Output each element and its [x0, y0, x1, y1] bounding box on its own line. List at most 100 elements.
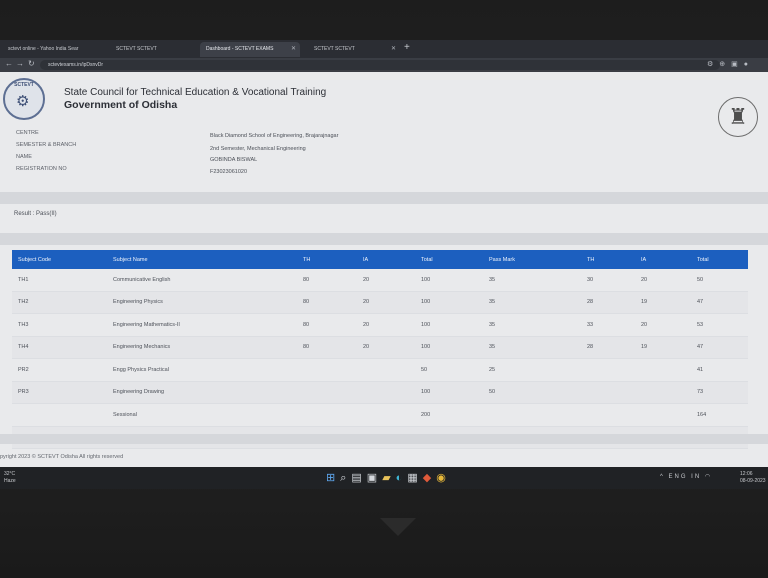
table-cell: 25: [483, 358, 581, 382]
wifi-icon[interactable]: ◠: [704, 474, 713, 480]
system-tray[interactable]: ^ ENG IN ◠: [660, 473, 712, 480]
browser-tab-3[interactable]: Dashboard - SCTEVT EXAMS ✕: [200, 42, 300, 57]
table-cell: TH2: [12, 291, 107, 314]
column-header: Pass Mark: [483, 250, 581, 269]
file-explorer-icon[interactable]: ▰: [382, 472, 396, 484]
table-row: TH4 Engineering Mechanics 80 20 100 35 2…: [12, 336, 748, 359]
column-header: TH: [297, 250, 357, 269]
centre-label: CENTRE: [16, 130, 39, 136]
forward-icon[interactable]: →: [16, 59, 24, 68]
table-cell: 53: [691, 313, 748, 337]
name-label: NAME: [16, 154, 32, 160]
table-cell: 20: [357, 313, 415, 337]
table-cell: 50: [415, 358, 483, 382]
address-bar: ← → ↻ sctevtexams.in/ipDsnvDr ⚙⊕▣●: [0, 58, 768, 72]
semester-value: 2nd Semester, Mechanical Engineering: [210, 146, 306, 152]
table-cell: 47: [691, 336, 748, 359]
browser-tab-2[interactable]: SCTEVT SCTEVT: [110, 42, 192, 57]
tab-label: Dashboard - SCTEVT EXAMS: [206, 46, 274, 52]
divider: [0, 233, 768, 245]
table-cell: 35: [483, 291, 581, 314]
weather-desc: Haze: [4, 478, 16, 484]
new-tab-button[interactable]: +: [404, 42, 410, 53]
table-cell: TH3: [12, 313, 107, 337]
browser-tab-strip: sctevt online - Yahoo India Sear SCTEVT …: [0, 40, 768, 58]
page-subtitle: Government of Odisha: [64, 99, 178, 111]
table-cell: [357, 358, 415, 382]
table-row: TH2 Engineering Physics 80 20 100 35 28 …: [12, 291, 748, 314]
language-indicator[interactable]: ENG IN: [668, 474, 702, 480]
clock-date: 08-09-2023: [740, 478, 766, 484]
table-row: TH3 Engineering Mathematics-II 80 20 100…: [12, 313, 748, 337]
edge-icon[interactable]: ◐: [395, 472, 408, 484]
task-view-icon[interactable]: ▤: [351, 472, 367, 484]
close-icon[interactable]: ✕: [390, 46, 396, 52]
table-cell: 100: [415, 336, 483, 359]
table-cell: 164: [691, 403, 748, 427]
sctevt-logo: SCTEVT ⚙: [3, 78, 45, 120]
table-cell: [635, 381, 691, 404]
table-cell: 33: [581, 313, 635, 337]
clock-time: 12:06: [740, 471, 753, 477]
url-input[interactable]: sctevtexams.in/ipDsnvDr: [40, 60, 720, 70]
table-cell: 100: [415, 269, 483, 292]
emblem-icon: ⚙: [16, 93, 30, 110]
table-row: PR2 Engg Physics Practical 50 25 41: [12, 358, 748, 382]
table-cell: 73: [691, 381, 748, 404]
odisha-emblem: ♜: [718, 97, 758, 137]
table-cell: 35: [483, 313, 581, 337]
toolbar-icons[interactable]: ⚙⊕▣●: [707, 61, 754, 68]
office-icon[interactable]: ◆: [422, 472, 437, 484]
browser-tab-1[interactable]: sctevt online - Yahoo India Sear: [2, 42, 100, 57]
browser-tab-4[interactable]: SCTEVT SCTEVT ✕: [308, 42, 400, 57]
logo-text: SCTEVT: [14, 82, 34, 88]
table-cell: 80: [297, 336, 357, 359]
table-cell: [297, 358, 357, 382]
table-cell: [357, 403, 415, 427]
chrome-icon[interactable]: ◉: [436, 472, 451, 484]
registration-label: REGISTRATION NO: [16, 166, 67, 172]
chevron-up-icon[interactable]: ^: [660, 474, 665, 480]
table-cell: Communicative English: [107, 269, 297, 292]
back-icon[interactable]: ←: [5, 59, 13, 68]
result-status: Result : Pass(II): [14, 211, 57, 217]
table-cell: 20: [635, 313, 691, 337]
table-cell: 50: [483, 381, 581, 404]
table-cell: 41: [691, 358, 748, 382]
page-title: State Council for Technical Education & …: [64, 87, 327, 98]
lion-emblem-icon: ♜: [728, 104, 748, 129]
table-cell: [635, 403, 691, 427]
windows-taskbar: 32°C Haze ⊞⌕▤▣▰◐▦◆◉ ^ ENG IN ◠ 12:06 08-…: [0, 467, 768, 489]
column-header: TH: [581, 250, 635, 269]
table-cell: [581, 403, 635, 427]
table-cell: 80: [297, 269, 357, 292]
copyright-footer: pyright 2023 © SCTEVT Odisha All rights …: [0, 454, 124, 460]
table-cell: TH4: [12, 336, 107, 359]
reload-icon[interactable]: ↻: [28, 59, 35, 68]
table-cell: 28: [581, 291, 635, 314]
table-cell: 20: [357, 291, 415, 314]
table-cell: 20: [635, 269, 691, 292]
table-cell: Sessional: [107, 403, 297, 427]
store-icon[interactable]: ▦: [407, 472, 423, 484]
table-cell: Engineering Drawing: [107, 381, 297, 404]
weather-widget[interactable]: 32°C Haze: [4, 471, 16, 485]
weather-temp: 32°C: [4, 471, 16, 477]
semester-label: SEMESTER & BRANCH: [16, 142, 77, 148]
name-value: GOBINDA BISWAL: [210, 157, 258, 163]
laptop-hinge: [380, 518, 416, 536]
search-icon[interactable]: ⌕: [340, 472, 352, 484]
tab-label: sctevt online - Yahoo India Sear: [8, 46, 79, 52]
table-cell: 19: [635, 336, 691, 359]
chat-icon[interactable]: ▣: [366, 472, 383, 484]
table-row: PR3 Engineering Drawing 100 50 73: [12, 381, 748, 404]
clock[interactable]: 12:06 08-09-2023: [740, 471, 766, 485]
column-header: Total: [415, 250, 483, 269]
table-cell: TH1: [12, 269, 107, 292]
divider: [0, 434, 768, 444]
table-cell: [297, 381, 357, 404]
start-icon[interactable]: ⊞: [326, 472, 341, 484]
column-header: Subject Name: [107, 250, 297, 269]
table-cell: [297, 403, 357, 427]
close-icon[interactable]: ✕: [290, 46, 296, 52]
